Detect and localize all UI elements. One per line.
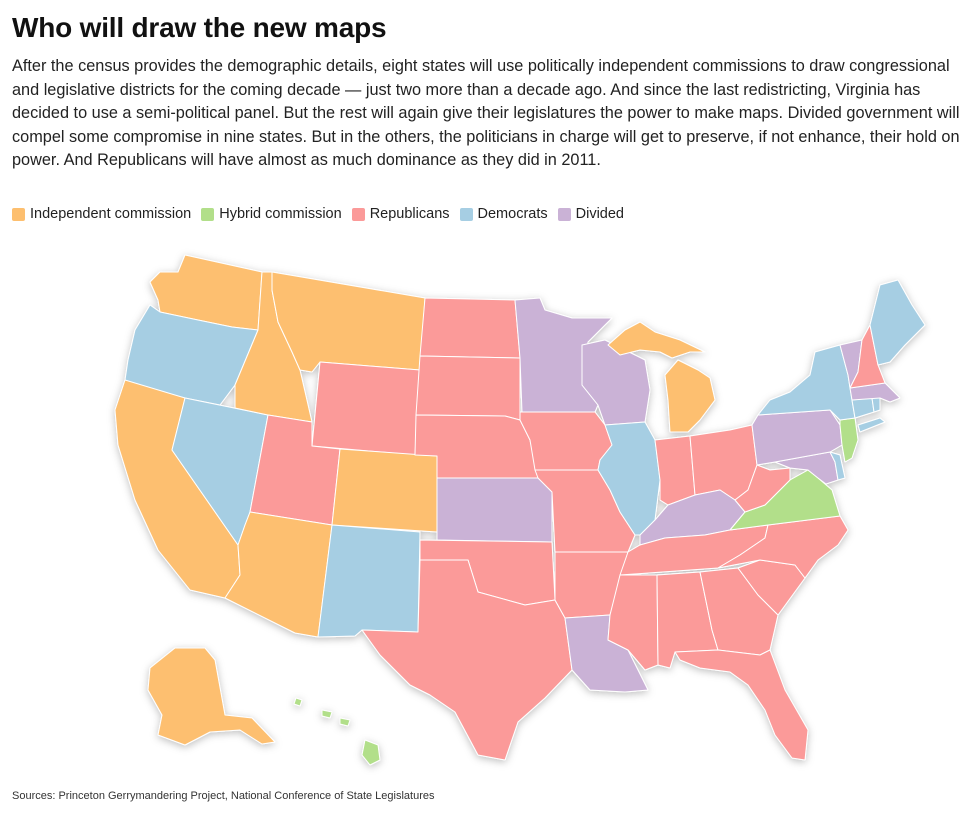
legend-swatch-divided bbox=[557, 207, 571, 221]
state-CO bbox=[331, 448, 438, 533]
source-note: Sources: Princeton Gerrymandering Projec… bbox=[12, 790, 435, 802]
state-SD bbox=[415, 355, 521, 421]
state-IA bbox=[519, 411, 613, 471]
legend-swatch-democrats bbox=[459, 207, 473, 221]
legend-item-independent: Independent commission bbox=[12, 206, 191, 222]
state-ND bbox=[419, 297, 521, 359]
state-KS bbox=[436, 477, 553, 543]
legend-label-divided: Divided bbox=[575, 206, 624, 222]
state-CT bbox=[851, 397, 875, 419]
legend: Independent commission Hybrid commission… bbox=[12, 206, 624, 222]
us-map bbox=[114, 254, 926, 766]
legend-label-independent: Independent commission bbox=[30, 206, 192, 222]
legend-label-hybrid: Hybrid commission bbox=[219, 206, 342, 222]
state-MA bbox=[849, 382, 901, 403]
state-RI bbox=[871, 397, 881, 413]
state-AK bbox=[147, 647, 276, 746]
legend-swatch-hybrid bbox=[201, 207, 215, 221]
legend-swatch-independent bbox=[12, 207, 25, 221]
state-MT bbox=[271, 271, 426, 373]
legend-item-hybrid: Hybrid commission bbox=[201, 206, 342, 222]
legend-item-divided: Divided bbox=[557, 206, 624, 222]
state-NJ bbox=[839, 417, 859, 463]
intro-text: After the census provides the demographi… bbox=[12, 57, 960, 170]
legend-swatch-republicans bbox=[351, 207, 365, 221]
legend-label-democrats: Democrats bbox=[477, 206, 548, 222]
state-WV bbox=[734, 464, 791, 513]
map-title: Who will draw the new maps bbox=[12, 12, 387, 43]
state-FL bbox=[674, 649, 809, 761]
state-NC bbox=[717, 515, 849, 579]
legend-item-republicans: Republicans bbox=[351, 206, 450, 222]
state-TX bbox=[361, 559, 573, 761]
state-DE bbox=[829, 451, 846, 481]
state-IN bbox=[654, 435, 696, 506]
state-OH bbox=[689, 424, 758, 501]
legend-label-republicans: Republicans bbox=[369, 206, 450, 222]
state-WY bbox=[311, 361, 421, 456]
state-HI bbox=[293, 697, 381, 766]
state-NM bbox=[317, 524, 421, 638]
state-ME bbox=[869, 279, 926, 366]
legend-item-democrats: Democrats bbox=[459, 206, 548, 222]
state-MI bbox=[607, 321, 716, 433]
